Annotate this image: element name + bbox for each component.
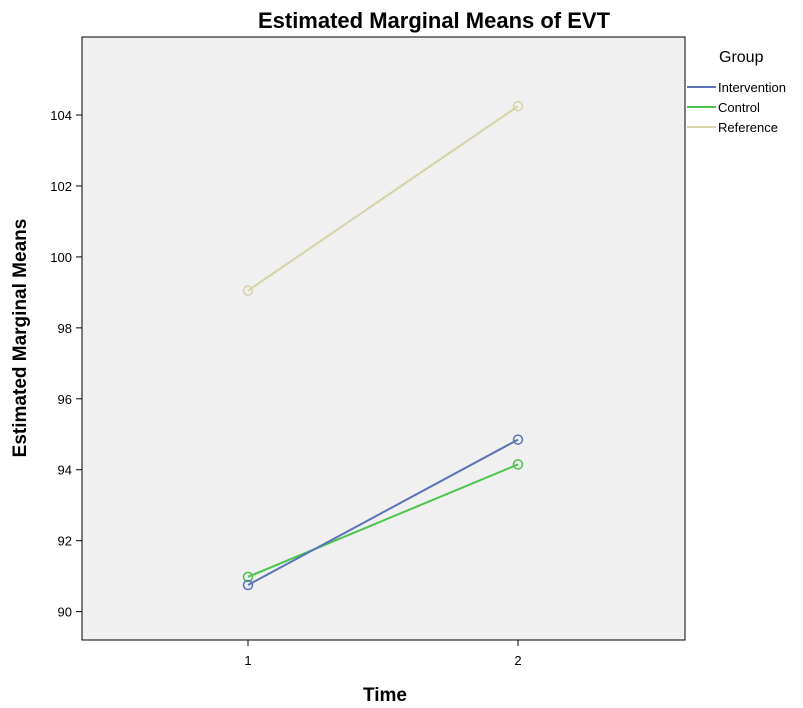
x-axis-label: Time: [363, 685, 407, 706]
legend-label: Control: [718, 100, 760, 115]
y-tick-label: 100: [50, 250, 72, 265]
series-line-control: [247, 463, 519, 578]
y-tick-label: 98: [58, 321, 72, 336]
data-point-reference: [512, 100, 524, 112]
y-tick-label: 94: [58, 463, 72, 478]
series-layer: [242, 100, 524, 591]
data-point-intervention: [512, 434, 524, 445]
legend-label: Reference: [718, 120, 778, 135]
y-tick-label: 90: [58, 605, 72, 620]
y-axis-label: Estimated Marginal Means: [10, 219, 31, 458]
data-point-control: [242, 571, 254, 583]
y-tick-label: 92: [58, 534, 72, 549]
y-tick-label: 102: [50, 179, 72, 194]
data-point-intervention: [242, 579, 254, 591]
data-point-control: [512, 459, 524, 470]
legend-label: Intervention: [718, 80, 786, 95]
legend: Group Intervention Control Reference: [687, 49, 786, 135]
series-line-intervention: [247, 438, 519, 586]
legend-title: Group: [719, 49, 764, 66]
data-point-reference: [242, 285, 254, 296]
x-tick-label: 2: [514, 653, 521, 668]
x-tick-label: 1: [244, 653, 251, 668]
y-axis: 90 92 94 96 98 100 102 104: [50, 108, 82, 620]
series-line-reference: [247, 105, 519, 292]
chart-title: Estimated Marginal Means of EVT: [258, 8, 611, 33]
y-tick-label: 96: [58, 392, 72, 407]
plot-area: [81, 36, 686, 641]
y-tick-label: 104: [50, 108, 72, 123]
